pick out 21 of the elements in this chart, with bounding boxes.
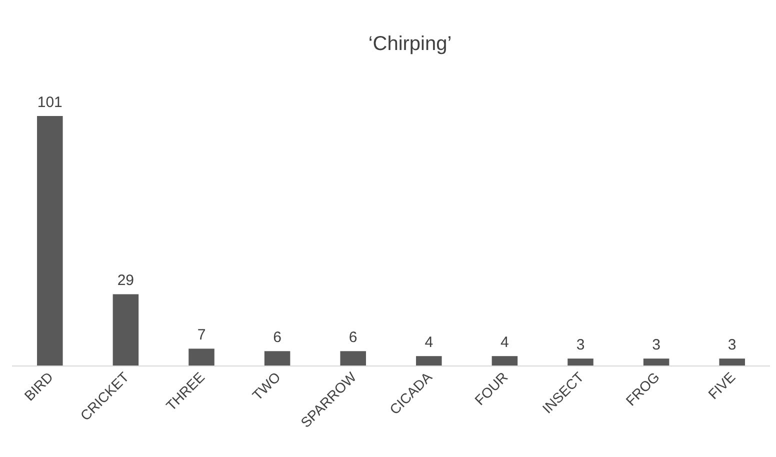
bar (568, 358, 594, 366)
chart-title: ‘Chirping’ (368, 33, 452, 55)
bar (188, 348, 214, 366)
data-label: 3 (652, 336, 660, 354)
bar (37, 116, 63, 366)
data-label: 3 (728, 336, 736, 354)
bar (112, 294, 139, 366)
data-label: 3 (576, 336, 585, 354)
bar (416, 356, 442, 366)
data-label: 6 (273, 329, 282, 346)
data-label: 4 (500, 334, 509, 352)
bar (264, 351, 290, 366)
data-label: 6 (348, 329, 358, 346)
bar (340, 351, 366, 366)
bar (492, 356, 518, 366)
data-label: 29 (117, 272, 134, 290)
data-label: 7 (197, 326, 206, 344)
data-label: 101 (37, 94, 62, 111)
data-label: 4 (424, 334, 434, 352)
bar (643, 358, 670, 366)
bar (719, 358, 745, 366)
